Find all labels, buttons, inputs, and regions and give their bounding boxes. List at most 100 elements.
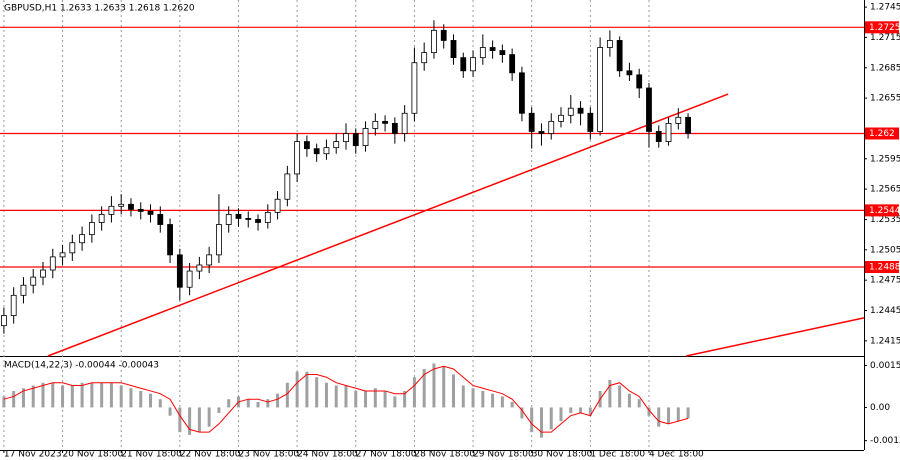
x-tick-label: 29 Nov 18:00 [473, 450, 534, 460]
macd-y-tick-label: 0.00 [870, 403, 890, 413]
macd-bar [422, 368, 426, 408]
candle-body [636, 74, 643, 89]
level-label: 1.2725 [869, 23, 900, 33]
macd-bar [412, 377, 416, 408]
level-label-box [865, 261, 899, 273]
macd-y-tick-label: -0.00121 [870, 436, 900, 446]
macd-bar [461, 385, 465, 408]
candle-body [147, 210, 154, 215]
macd-bar [539, 407, 543, 438]
macd-bar [510, 401, 514, 408]
macd-bar [647, 407, 651, 416]
candle-body [401, 112, 408, 134]
macd-bar [442, 366, 446, 408]
candle-body [577, 107, 584, 114]
level-label-box [865, 127, 899, 140]
macd-bar [70, 385, 74, 408]
candle-body [587, 112, 594, 132]
macd-bar [246, 399, 250, 408]
candle-body [528, 112, 535, 132]
macd-bar [667, 407, 671, 424]
macd-bar [500, 396, 504, 408]
macd-bar [207, 407, 211, 427]
macd-bar [373, 388, 377, 408]
candle-body [450, 40, 457, 59]
candle-body [186, 270, 193, 288]
macd-bar [520, 407, 524, 419]
macd-bar [344, 385, 348, 408]
candle-body [274, 198, 281, 213]
candle-body [558, 114, 564, 122]
macd-bar [588, 407, 592, 416]
candle-body [176, 254, 183, 288]
candle-body [216, 224, 222, 256]
candle-body [382, 120, 388, 124]
macd-bar [403, 390, 407, 408]
x-tick-label: 4 Dec 18:00 [649, 450, 704, 460]
macd-bar [61, 385, 65, 408]
macd-bar [324, 382, 328, 408]
candle-body [69, 242, 76, 254]
macd-bar [119, 385, 123, 408]
candle-body [10, 294, 17, 316]
candle-body [98, 214, 105, 223]
candle-body [313, 148, 320, 155]
candle-body [88, 222, 95, 236]
macd-bar [569, 407, 573, 413]
candle-body [675, 116, 682, 124]
macd-bar [686, 407, 690, 419]
candle-body [1, 315, 7, 327]
candle-body [685, 116, 691, 134]
candle-body [79, 234, 85, 244]
macd-bar [295, 371, 299, 408]
macd-bar [364, 390, 368, 408]
x-tick-label: 30 Nov 18:00 [532, 450, 593, 460]
macd-bar [12, 390, 16, 408]
candle-body [460, 57, 467, 72]
x-tick-label: 22 Nov 18:00 [180, 450, 241, 460]
candle-body [431, 29, 437, 53]
candle-body [548, 120, 555, 134]
macd-bar [285, 382, 289, 408]
candle-body [665, 122, 672, 142]
candle-body [118, 203, 125, 207]
x-tick-label: 24 Nov 18:00 [297, 450, 358, 460]
macd-bar [217, 407, 221, 413]
candle-body [264, 211, 271, 223]
macd-bar [383, 390, 387, 408]
macd-bar [139, 390, 143, 408]
macd-bar [608, 379, 612, 408]
macd-bar [41, 382, 45, 408]
candle-body [225, 214, 232, 225]
candle-body [235, 214, 242, 219]
macd-bar [530, 407, 534, 433]
macd-bar [432, 363, 436, 408]
macd-bar [637, 399, 641, 408]
macd-bar [168, 407, 172, 416]
candle-body [655, 131, 662, 142]
candle-body [626, 70, 633, 76]
x-tick-label: 27 Nov 18:00 [356, 450, 417, 460]
candle-body [411, 62, 418, 114]
candle-body [538, 131, 545, 134]
candle-body [20, 284, 27, 296]
y-tick-label: 1.2745 [870, 3, 900, 13]
candle-body [470, 57, 476, 72]
candle-body [294, 141, 301, 175]
macd-bar [657, 407, 661, 427]
x-tick-label: 23 Nov 18:00 [238, 450, 299, 460]
macd-bar [2, 396, 6, 408]
y-tick-label: 1.2595 [870, 154, 900, 164]
macd-bar [266, 399, 270, 408]
candle-body [167, 224, 173, 256]
level-label-box [865, 21, 899, 34]
macd-bar [276, 393, 280, 408]
x-tick-label: 20 Nov 18:00 [63, 450, 124, 460]
candle-body [157, 214, 164, 225]
level-label: 1.2488 [869, 263, 900, 273]
macd-bar [452, 374, 456, 408]
trend-line [685, 317, 865, 357]
x-tick-label: 17 Nov 2023 [4, 450, 62, 460]
macd-bar [481, 390, 485, 408]
